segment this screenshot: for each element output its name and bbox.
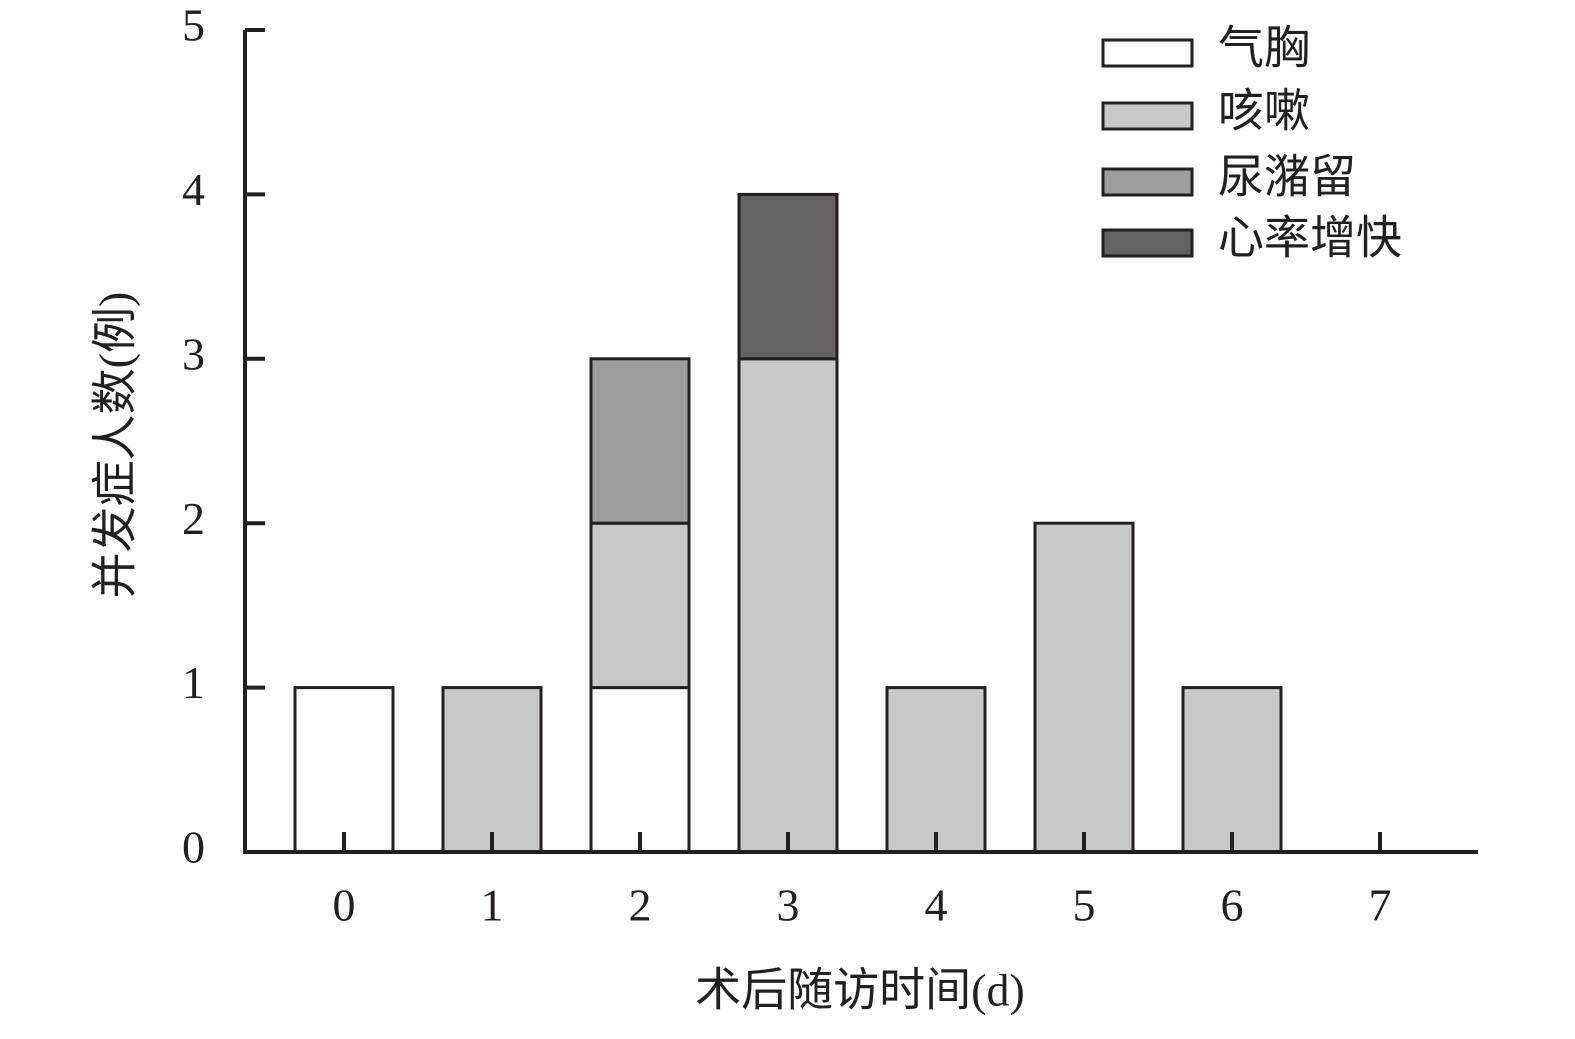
legend-swatch: [1101, 101, 1194, 131]
legend-label: 尿潴留: [1218, 152, 1356, 203]
x-tick-label: 7: [1369, 880, 1392, 931]
x-axis-label: 术后随访时间(d): [695, 965, 1025, 1016]
legend-label: 气胸: [1218, 23, 1310, 74]
bar-segment: [1181, 686, 1283, 854]
bar-segment: [885, 686, 987, 854]
y-axis-label: 并发症人数(例): [90, 292, 141, 599]
y-tick-label: 3: [182, 328, 205, 379]
bar-segment: [589, 686, 691, 854]
bar-segment: [737, 357, 839, 854]
y-tick-label: 0: [182, 822, 205, 873]
bar-segment: [293, 686, 395, 854]
x-tick-label: 6: [1221, 880, 1244, 931]
x-tick-label: 2: [629, 880, 652, 931]
bar-segment: [589, 521, 691, 690]
x-tick-label: 1: [481, 880, 504, 931]
x-tick-label: 4: [925, 880, 948, 931]
x-tick-label: 3: [777, 880, 800, 931]
x-tick-label: 0: [333, 880, 356, 931]
bar-segment: [737, 192, 839, 361]
y-tick-label: 2: [182, 493, 205, 544]
legend-swatch: [1101, 228, 1194, 258]
y-tick-label: 4: [182, 164, 205, 215]
bar-segment: [1033, 521, 1135, 854]
legend-label: 心率增快: [1218, 213, 1402, 264]
legend-swatch: [1101, 167, 1194, 197]
y-tick-label: 5: [182, 0, 205, 51]
bar-segment: [441, 686, 543, 854]
y-tick-label: 1: [182, 657, 205, 708]
legend-swatch: [1101, 38, 1194, 68]
x-tick-label: 5: [1073, 880, 1096, 931]
bar-segment: [589, 357, 691, 525]
legend-label: 咳嗽: [1218, 86, 1310, 137]
